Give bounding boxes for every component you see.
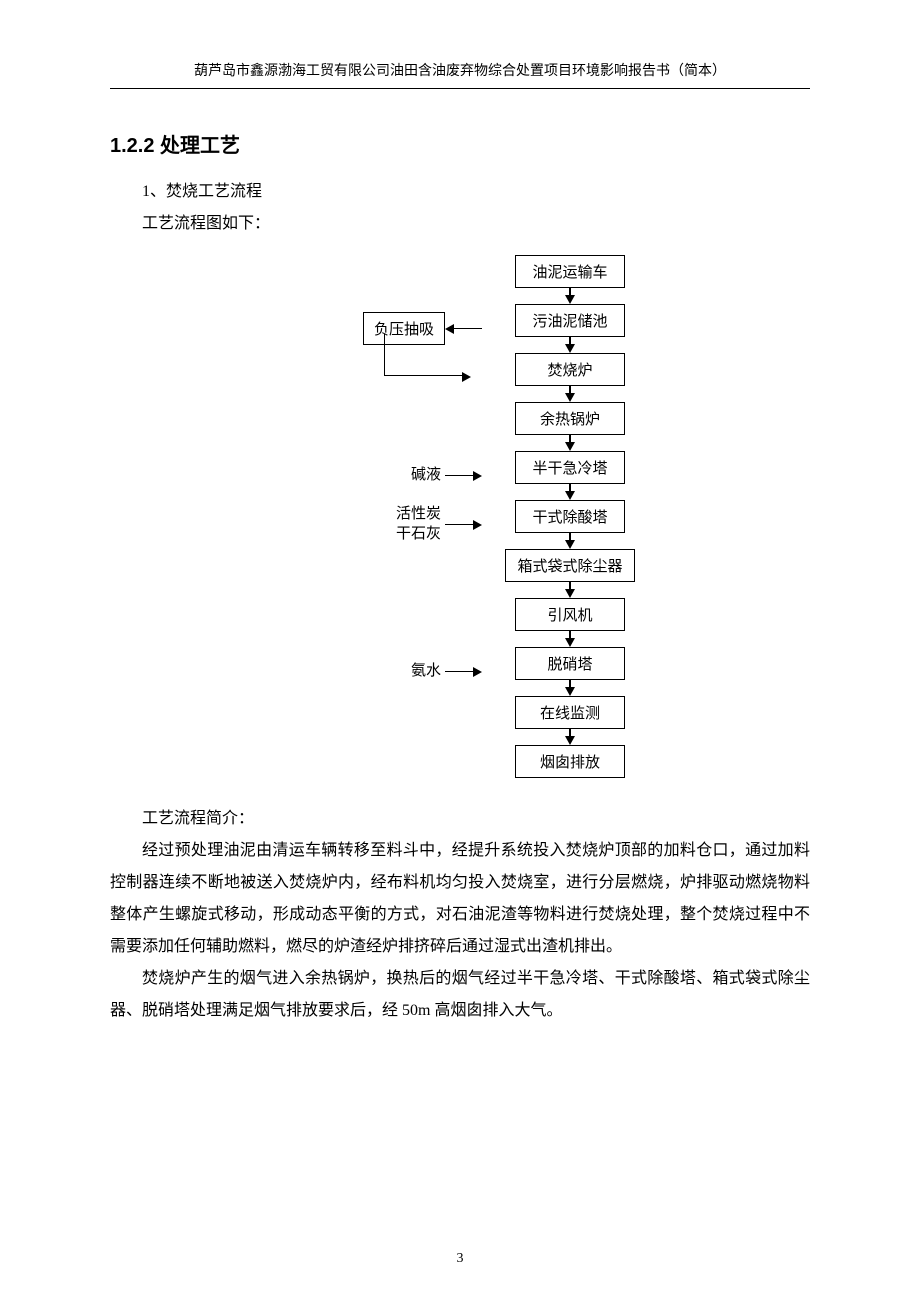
flow-node-denitrate: 脱硝塔 — [515, 647, 625, 680]
flow-node-storage: 污油泥储池 — [515, 304, 625, 337]
flow-node-chimney: 烟囱排放 — [515, 745, 625, 778]
section-number: 1.2.2 — [110, 135, 154, 157]
arrow-right-icon — [445, 667, 482, 677]
flow-input-carbon: 活性炭 — [396, 506, 441, 522]
flowchart-container: 油泥运输车 负压抽吸 污油泥储池 — [110, 255, 810, 778]
section-title-text: 处理工艺 — [160, 135, 240, 157]
section-heading: 1.2.2 处理工艺 — [110, 129, 810, 158]
flow-input-carbon-lime: 活性炭 干石灰 — [396, 505, 445, 544]
flow-node-cooling: 半干急冷塔 — [515, 451, 625, 484]
intro-line-2: 工艺流程图如下： — [110, 208, 810, 240]
desc-paragraph-2: 焚烧炉产生的烟气进入余热锅炉，换热后的烟气经过半干急冷塔、干式除酸塔、箱式袋式除… — [110, 963, 810, 1027]
arrow-right-icon — [445, 471, 482, 481]
flow-node-fan: 引风机 — [515, 598, 625, 631]
flow-node-dust: 箱式袋式除尘器 — [505, 549, 635, 582]
flow-input-lime: 干石灰 — [396, 526, 441, 542]
header-divider — [110, 88, 810, 89]
desc-paragraph-1: 经过预处理油泥由清运车辆转移至料斗中，经提升系统投入焚烧炉顶部的加料仓口，通过加… — [110, 835, 810, 963]
flow-node-monitor: 在线监测 — [515, 696, 625, 729]
desc-heading: 工艺流程简介： — [110, 803, 810, 835]
flow-node-incinerator: 焚烧炉 — [515, 353, 625, 386]
page-number: 3 — [0, 1251, 920, 1267]
flow-node-boiler: 余热锅炉 — [515, 402, 625, 435]
arrow-left-icon — [445, 324, 482, 334]
arrow-right-icon — [445, 520, 482, 530]
intro-line-1: 1、焚烧工艺流程 — [110, 176, 810, 208]
flow-input-ammonia: 氨水 — [411, 662, 445, 682]
page-header: 葫芦岛市鑫源渤海工贸有限公司油田含油废弃物综合处置项目环境影响报告书（简本） — [110, 60, 810, 80]
flow-node-deacid: 干式除酸塔 — [515, 500, 625, 533]
flow-input-alkali: 碱液 — [411, 466, 445, 486]
flowchart: 油泥运输车 负压抽吸 污油泥储池 — [270, 255, 650, 778]
flow-node-transport: 油泥运输车 — [515, 255, 625, 288]
